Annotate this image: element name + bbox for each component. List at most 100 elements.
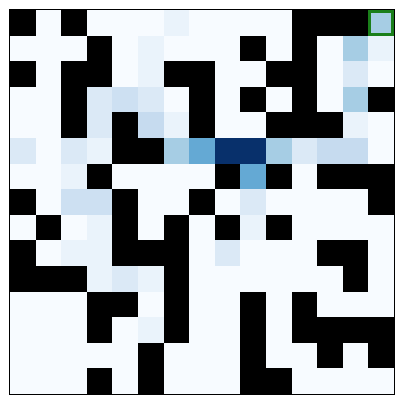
wall-cell bbox=[240, 86, 266, 113]
floor-cell bbox=[240, 10, 266, 36]
floor-cell bbox=[291, 189, 318, 215]
floor-cell bbox=[138, 61, 164, 87]
floor-cell bbox=[317, 214, 343, 241]
wall-cell bbox=[266, 214, 292, 241]
wall-cell bbox=[112, 189, 138, 215]
floor-cell bbox=[342, 35, 369, 62]
floor-cell bbox=[214, 240, 241, 266]
floor-cell bbox=[86, 189, 113, 215]
wall-cell bbox=[138, 368, 164, 394]
wall-cell bbox=[35, 266, 62, 292]
floor-cell bbox=[112, 368, 138, 394]
floor-cell bbox=[189, 291, 215, 318]
floor-cell bbox=[163, 189, 190, 215]
floor-cell bbox=[291, 240, 318, 266]
wall-cell bbox=[342, 163, 369, 190]
floor-cell bbox=[266, 35, 292, 62]
floor-cell bbox=[138, 189, 164, 215]
floor-cell bbox=[86, 86, 113, 113]
floor-cell bbox=[317, 368, 343, 394]
wall-cell bbox=[342, 10, 369, 36]
wall-cell bbox=[163, 240, 190, 266]
floor-cell bbox=[291, 368, 318, 394]
wall-cell bbox=[10, 266, 36, 292]
floor-cell bbox=[86, 342, 113, 369]
wall-cell bbox=[61, 266, 87, 292]
floor-cell bbox=[189, 342, 215, 369]
wall-cell bbox=[138, 138, 164, 164]
floor-cell bbox=[266, 291, 292, 318]
floor-cell bbox=[317, 86, 343, 113]
wall-cell bbox=[61, 61, 87, 87]
wall-cell bbox=[291, 291, 318, 318]
wall-cell bbox=[189, 86, 215, 113]
floor-cell bbox=[342, 86, 369, 113]
floor-cell bbox=[342, 189, 369, 215]
floor-cell bbox=[240, 214, 266, 241]
floor-cell bbox=[35, 112, 62, 138]
floor-cell bbox=[368, 291, 394, 318]
floor-cell bbox=[189, 35, 215, 62]
wall-cell bbox=[214, 214, 241, 241]
floor-cell bbox=[317, 189, 343, 215]
agent-cell bbox=[368, 10, 394, 36]
wall-cell bbox=[342, 266, 369, 292]
floor-cell bbox=[240, 163, 266, 190]
floor-cell bbox=[35, 10, 62, 36]
wall-cell bbox=[10, 189, 36, 215]
floor-cell bbox=[342, 291, 369, 318]
wall-cell bbox=[240, 291, 266, 318]
floor-cell bbox=[163, 86, 190, 113]
floor-cell bbox=[189, 163, 215, 190]
floor-cell bbox=[368, 35, 394, 62]
wall-cell bbox=[291, 317, 318, 343]
floor-cell bbox=[291, 214, 318, 241]
wall-cell bbox=[61, 112, 87, 138]
floor-cell bbox=[240, 112, 266, 138]
floor-cell bbox=[240, 189, 266, 215]
floor-cell bbox=[35, 35, 62, 62]
floor-cell bbox=[112, 266, 138, 292]
floor-cell bbox=[291, 266, 318, 292]
wall-cell bbox=[10, 240, 36, 266]
floor-cell bbox=[35, 138, 62, 164]
floor-cell bbox=[291, 163, 318, 190]
floor-cell bbox=[112, 61, 138, 87]
wall-cell bbox=[61, 86, 87, 113]
wall-cell bbox=[163, 317, 190, 343]
floor-cell bbox=[35, 317, 62, 343]
floor-cell bbox=[189, 240, 215, 266]
floor-cell bbox=[291, 138, 318, 164]
wall-cell bbox=[112, 240, 138, 266]
floor-cell bbox=[86, 112, 113, 138]
floor-cell bbox=[291, 342, 318, 369]
floor-cell bbox=[61, 240, 87, 266]
floor-cell bbox=[10, 214, 36, 241]
wall-cell bbox=[35, 214, 62, 241]
wall-cell bbox=[291, 35, 318, 62]
floor-cell bbox=[342, 112, 369, 138]
floor-cell bbox=[266, 86, 292, 113]
floor-cell bbox=[86, 266, 113, 292]
floor-cell bbox=[61, 189, 87, 215]
wall-cell bbox=[240, 368, 266, 394]
wall-cell bbox=[61, 10, 87, 36]
wall-cell bbox=[86, 317, 113, 343]
floor-cell bbox=[61, 35, 87, 62]
floor-cell bbox=[35, 163, 62, 190]
floor-cell bbox=[189, 10, 215, 36]
floor-cell bbox=[214, 342, 241, 369]
wall-cell bbox=[112, 291, 138, 318]
wall-cell bbox=[10, 61, 36, 87]
floor-cell bbox=[214, 291, 241, 318]
floor-cell bbox=[10, 138, 36, 164]
floor-cell bbox=[214, 86, 241, 113]
wall-cell bbox=[317, 112, 343, 138]
floor-cell bbox=[138, 86, 164, 113]
wall-cell bbox=[317, 10, 343, 36]
floor-cell bbox=[189, 214, 215, 241]
wall-cell bbox=[163, 291, 190, 318]
floor-cell bbox=[317, 61, 343, 87]
floor-cell bbox=[163, 138, 190, 164]
floor-cell bbox=[342, 61, 369, 87]
